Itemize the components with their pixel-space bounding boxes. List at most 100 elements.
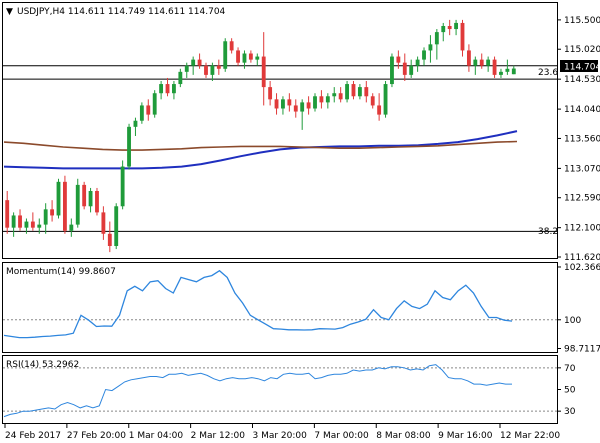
- momentum-y-tick-label: 100: [564, 316, 581, 326]
- candle-body: [62, 181, 67, 231]
- candle-body: [43, 209, 48, 225]
- fib-label-38-2: 38.2: [538, 227, 558, 237]
- candle-body: [306, 102, 311, 109]
- candle-body: [486, 59, 491, 66]
- candle-body: [248, 53, 253, 60]
- price-y-tick-label: 112.590: [564, 194, 600, 204]
- candle-body: [447, 26, 452, 30]
- candle-body: [345, 84, 349, 100]
- rsi-y-tick-label: 50: [564, 386, 576, 396]
- candle-body: [236, 50, 240, 63]
- momentum-title: Momentum(14) 99.8607: [6, 267, 116, 277]
- candle-body: [274, 99, 279, 109]
- candle-body: [492, 59, 497, 75]
- candle-body: [357, 87, 362, 97]
- candle-body: [460, 22, 465, 51]
- candle-body: [95, 191, 99, 213]
- candle-body: [107, 233, 112, 246]
- candle-body: [370, 96, 375, 106]
- rsi-title: RSI(14) 53.2962: [6, 360, 79, 370]
- x-tick-label: 27 Feb 20:00: [67, 431, 126, 441]
- candle-body: [184, 65, 189, 72]
- candle-body: [50, 209, 55, 216]
- rsi-y-tick-label: 70: [564, 364, 576, 374]
- candle-body: [402, 62, 407, 75]
- candle-body: [441, 26, 446, 33]
- price-y-axis: 115.500 115.020 114.530 114.040 113.560 113.0…: [557, 16, 600, 263]
- candle-body: [511, 68, 516, 75]
- candle-body: [24, 221, 29, 228]
- candle-body: [172, 84, 176, 94]
- candle-body: [434, 32, 439, 45]
- candle-body: [268, 87, 273, 100]
- candle-body: [197, 59, 202, 66]
- candle-body: [75, 184, 80, 225]
- candle-body: [281, 99, 285, 109]
- candle-body: [319, 96, 324, 103]
- candle-body: [287, 99, 292, 106]
- price-y-tick-label: 111.620: [564, 253, 600, 263]
- x-tick-label: 7 Mar 00:00: [314, 431, 369, 441]
- momentum-y-axis: 102.3666 100 98.7117: [557, 263, 600, 355]
- candle-body: [88, 191, 93, 207]
- candle-body: [409, 65, 414, 75]
- candle-body: [11, 215, 16, 228]
- momentum-panel: [3, 269, 557, 339]
- candle-body: [364, 87, 369, 97]
- candle-body: [159, 84, 164, 94]
- x-tick-label: 9 Mar 16:00: [438, 431, 493, 441]
- candle-body: [133, 120, 138, 127]
- price-y-tick-label: 113.560: [564, 134, 600, 144]
- candle-body: [5, 200, 10, 228]
- momentum-y-tick-label: 102.3666: [564, 263, 600, 273]
- price-title-arrow: ▼: [6, 7, 13, 17]
- candle-body: [332, 93, 337, 97]
- price-panel-frame: [2, 2, 558, 259]
- x-tick-label: 12 Mar 22:00: [500, 431, 560, 441]
- current-price-marker: [560, 60, 598, 72]
- candle-body: [204, 65, 208, 75]
- candle-body: [454, 22, 459, 30]
- candle-body: [313, 96, 317, 109]
- candle-body: [473, 59, 478, 66]
- candle-body: [178, 71, 183, 85]
- rsi-line: [3, 364, 512, 418]
- candle-body: [127, 126, 131, 167]
- fib-label-23-6: 23.6: [538, 68, 558, 78]
- momentum-y-tick-label: 98.7117: [564, 345, 600, 355]
- candle-body: [325, 96, 330, 103]
- candle-body: [56, 181, 61, 216]
- moving-average-brown: [3, 140, 518, 151]
- candle-body: [210, 65, 215, 75]
- x-tick-label: 3 Mar 20:00: [253, 431, 308, 441]
- candle-body: [152, 93, 157, 115]
- candle-body: [255, 56, 260, 60]
- candle-body: [165, 84, 170, 94]
- price-y-tick-label: 112.100: [564, 224, 600, 234]
- candle-body: [338, 93, 343, 100]
- candle-body: [146, 105, 151, 115]
- candle-body: [30, 221, 35, 228]
- candle-body: [300, 102, 305, 112]
- candle-body: [37, 224, 42, 228]
- momentum-panel-frame: [2, 262, 558, 353]
- candle-body: [390, 56, 394, 85]
- momentum-line: [3, 269, 513, 339]
- candle-body: [82, 184, 87, 207]
- candle-body: [261, 56, 266, 88]
- candle-body: [499, 71, 503, 75]
- candle-body: [466, 50, 471, 66]
- price-y-tick-label: 115.020: [564, 45, 600, 55]
- candle-body: [479, 59, 484, 66]
- rsi-panel: [3, 364, 557, 418]
- candle-body: [223, 41, 228, 69]
- rsi-y-tick-label: 30: [564, 407, 576, 417]
- candle-body: [383, 84, 388, 115]
- x-tick-label: 8 Mar 08:00: [376, 431, 431, 441]
- candle-body: [139, 105, 144, 121]
- x-tick-label: 2 Mar 12:00: [191, 431, 246, 441]
- candle-body: [422, 50, 426, 60]
- price-title: USDJPY,H4 114.611 114.749 114.611 114.70…: [17, 7, 226, 17]
- rsi-panel-frame: [2, 355, 558, 424]
